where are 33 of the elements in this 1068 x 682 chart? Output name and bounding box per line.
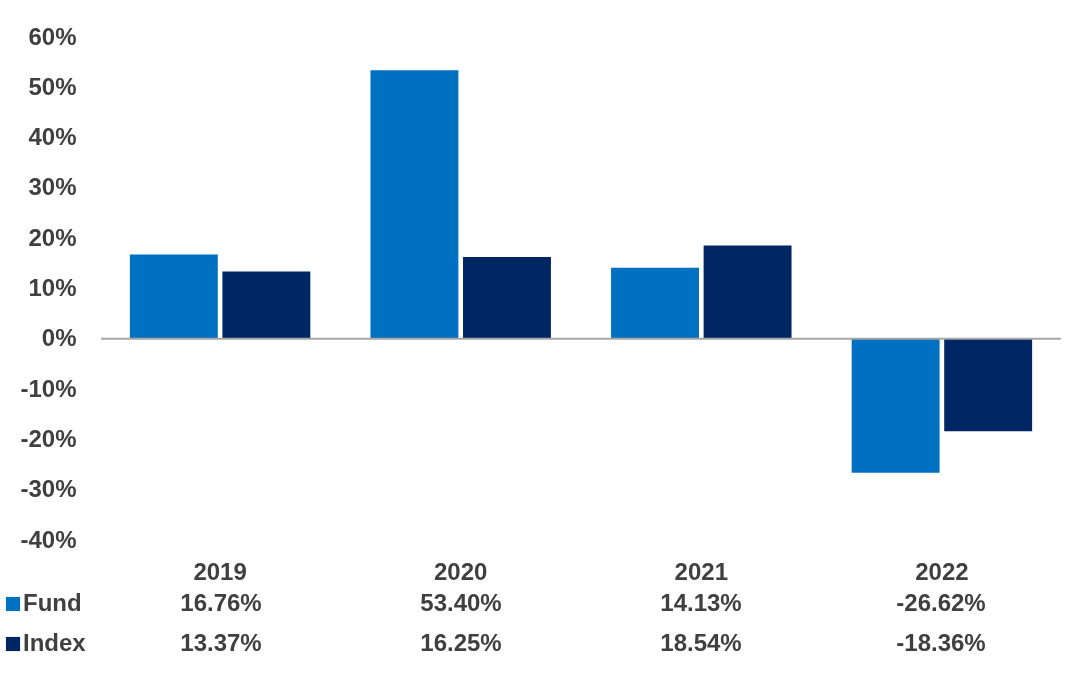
data-label: 16.25%	[420, 629, 502, 656]
x-tick-label: 2021	[674, 557, 728, 585]
data-label: -26.62%	[896, 589, 986, 616]
y-tick-label: 60%	[28, 22, 77, 50]
y-tick-label: -20%	[20, 424, 77, 452]
y-tick-label: 20%	[28, 223, 77, 251]
x-tick-label: 2020	[434, 557, 488, 585]
data-label: 53.40%	[420, 589, 502, 616]
bar	[944, 338, 1033, 432]
bar	[703, 245, 792, 339]
bar	[370, 70, 459, 339]
data-label: 14.13%	[660, 589, 742, 616]
y-tick-label: -30%	[20, 475, 77, 503]
bar	[463, 257, 551, 339]
data-label: 13.37%	[180, 629, 262, 656]
data-label: 18.54%	[660, 629, 742, 656]
data-label: -18.36%	[896, 629, 986, 656]
bar	[129, 254, 218, 339]
y-tick-label: 40%	[28, 123, 77, 151]
bar	[222, 271, 311, 339]
bar	[851, 338, 940, 473]
y-tick-label: -40%	[20, 525, 77, 553]
x-tick-label: 2019	[193, 557, 247, 585]
y-tick-label: 50%	[28, 72, 77, 100]
bar	[611, 267, 699, 339]
legend-label: Fund	[23, 589, 82, 616]
y-tick-label: -10%	[20, 374, 77, 402]
data-label: 16.76%	[180, 589, 262, 616]
y-tick-label: 0%	[41, 324, 77, 352]
y-tick-label: 30%	[28, 173, 77, 201]
y-tick-label: 10%	[28, 274, 77, 301]
legend-label: Index	[23, 629, 87, 656]
x-tick-label: 2022	[915, 557, 969, 585]
